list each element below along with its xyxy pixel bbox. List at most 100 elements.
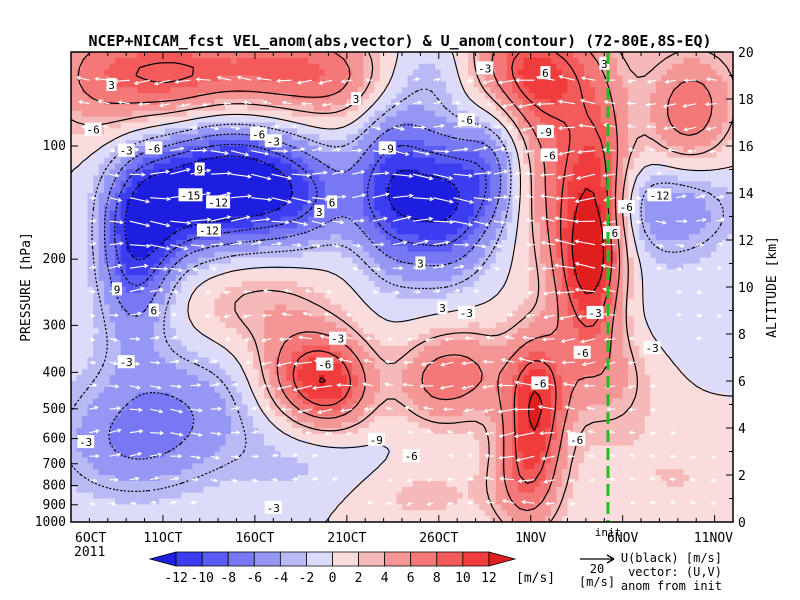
field-cell xyxy=(87,75,94,82)
field-cell xyxy=(82,281,89,288)
field-cell xyxy=(164,210,171,218)
field-cell xyxy=(71,93,78,100)
field-cell xyxy=(396,57,403,65)
field-cell xyxy=(319,245,326,253)
field-cell xyxy=(352,57,359,65)
field-cell xyxy=(242,116,249,124)
field-cell xyxy=(617,193,624,200)
field-cell xyxy=(655,81,662,88)
field-cell xyxy=(573,57,580,65)
field-cell xyxy=(142,216,149,223)
field-cell xyxy=(142,81,149,88)
field-cell xyxy=(214,146,221,153)
field-cell xyxy=(208,269,216,276)
field-cell xyxy=(402,134,409,141)
field-cell xyxy=(164,81,171,88)
field-cell xyxy=(242,187,249,194)
field-cell xyxy=(567,287,574,294)
field-cell xyxy=(523,128,530,135)
field-cell xyxy=(308,193,315,200)
field-cell xyxy=(115,216,122,223)
field-cell xyxy=(164,151,171,159)
field-cell xyxy=(694,175,701,182)
field-cell xyxy=(435,163,442,171)
field-cell xyxy=(534,146,541,153)
field-cell xyxy=(258,175,265,182)
field-cell xyxy=(302,257,309,265)
field-cell xyxy=(131,52,138,59)
field-cell xyxy=(457,63,464,71)
field-cell xyxy=(567,251,574,259)
field-cell xyxy=(512,99,519,106)
field-cell xyxy=(264,281,271,288)
field-cell xyxy=(379,263,387,270)
field-cell xyxy=(341,104,348,112)
field-cell xyxy=(633,122,640,129)
field-cell xyxy=(418,204,425,212)
field-cell xyxy=(435,52,442,59)
field-cell xyxy=(512,57,519,65)
field-cell xyxy=(556,257,563,265)
field-cell xyxy=(479,240,486,247)
field-cell xyxy=(324,187,331,194)
field-cell xyxy=(308,87,315,94)
field-cell xyxy=(170,157,177,165)
field-cell xyxy=(617,169,624,176)
field-cell xyxy=(639,234,646,241)
field-cell xyxy=(324,240,331,247)
field-cell xyxy=(683,257,690,265)
field-cell xyxy=(633,204,640,212)
field-cell xyxy=(264,292,271,300)
field-cell xyxy=(120,157,127,165)
field-cell xyxy=(534,52,541,59)
field-cell xyxy=(208,157,216,165)
field-cell xyxy=(550,269,558,276)
field-cell xyxy=(523,204,530,212)
field-cell xyxy=(561,52,569,59)
field-cell xyxy=(556,146,563,153)
field-cell xyxy=(595,69,602,77)
field-cell xyxy=(357,151,364,159)
field-cell xyxy=(573,193,580,200)
field-cell xyxy=(495,63,502,71)
field-cell xyxy=(512,163,519,171)
field-cell xyxy=(126,281,133,288)
field-cell xyxy=(286,263,293,270)
field-cell xyxy=(666,87,673,94)
field-cell xyxy=(556,57,563,65)
field-cell xyxy=(677,234,684,241)
field-cell xyxy=(126,240,133,247)
field-cell xyxy=(368,134,376,141)
field-cell xyxy=(280,151,287,159)
field-cell xyxy=(506,81,513,88)
field-cell xyxy=(413,222,420,229)
field-cell xyxy=(297,122,304,129)
field-cell xyxy=(661,99,668,106)
field-cell xyxy=(396,269,403,276)
field-cell xyxy=(104,187,111,194)
field-cell xyxy=(440,169,447,176)
field-cell xyxy=(264,169,271,176)
field-cell xyxy=(242,81,249,88)
field-cell xyxy=(341,210,348,218)
field-cell xyxy=(115,87,122,94)
field-cell xyxy=(291,193,298,200)
field-cell xyxy=(561,104,569,112)
field-cell xyxy=(396,281,403,288)
field-cell xyxy=(501,81,508,88)
field-cell xyxy=(104,104,111,112)
field-cell xyxy=(567,134,574,141)
field-cell xyxy=(402,87,409,94)
field-cell xyxy=(181,210,188,218)
field-cell xyxy=(137,240,144,247)
field-cell xyxy=(688,93,695,100)
field-cell xyxy=(159,275,166,282)
field-cell xyxy=(567,52,574,59)
field-cell xyxy=(126,134,133,141)
field-cell xyxy=(435,181,442,188)
field-cell xyxy=(705,269,712,276)
field-cell xyxy=(131,110,138,118)
field-cell xyxy=(286,122,293,129)
field-cell xyxy=(495,104,502,112)
field-cell xyxy=(567,151,574,159)
